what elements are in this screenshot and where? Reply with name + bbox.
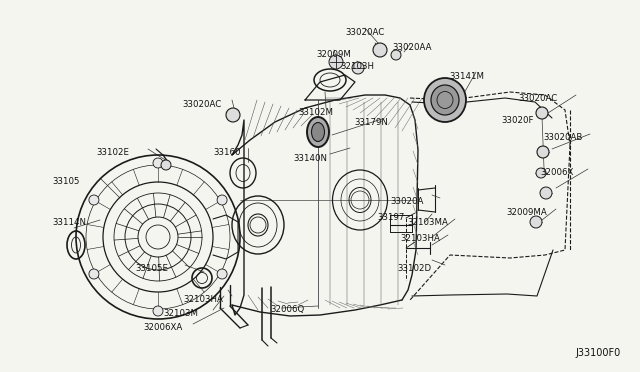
Circle shape: [540, 187, 552, 199]
Ellipse shape: [312, 122, 324, 141]
Circle shape: [217, 195, 227, 205]
Text: 33114N: 33114N: [52, 218, 86, 227]
Circle shape: [536, 107, 548, 119]
Text: 32103M: 32103M: [163, 309, 198, 318]
Text: 32103H: 32103H: [340, 62, 374, 71]
Text: 33020AB: 33020AB: [543, 133, 582, 142]
Text: 32009MA: 32009MA: [506, 208, 547, 217]
Circle shape: [391, 50, 401, 60]
Text: 33105E: 33105E: [135, 264, 168, 273]
Circle shape: [161, 160, 171, 170]
Text: 33020AA: 33020AA: [392, 43, 431, 52]
Circle shape: [217, 269, 227, 279]
Circle shape: [373, 43, 387, 57]
Text: 33140N: 33140N: [293, 154, 327, 163]
Text: 33020AC: 33020AC: [345, 28, 384, 37]
Circle shape: [537, 146, 549, 158]
Text: 33105: 33105: [52, 177, 79, 186]
Text: 33160: 33160: [213, 148, 241, 157]
Text: 32006XA: 32006XA: [143, 323, 182, 332]
Text: 33020F: 33020F: [501, 116, 534, 125]
Circle shape: [536, 168, 546, 178]
Text: 33197: 33197: [377, 213, 404, 222]
Text: 33020AC: 33020AC: [518, 94, 557, 103]
Ellipse shape: [431, 85, 459, 115]
Text: 33141M: 33141M: [449, 72, 484, 81]
Text: 32006Q: 32006Q: [270, 305, 304, 314]
Text: 33179N: 33179N: [354, 118, 388, 127]
Text: 33020AC: 33020AC: [182, 100, 221, 109]
Text: 33102E: 33102E: [96, 148, 129, 157]
Circle shape: [226, 108, 240, 122]
Text: 32103HA: 32103HA: [183, 295, 223, 304]
Text: 32103HA: 32103HA: [400, 234, 440, 243]
Text: 32009M: 32009M: [316, 50, 351, 59]
Circle shape: [153, 306, 163, 316]
Text: 33102D: 33102D: [397, 264, 431, 273]
Circle shape: [89, 269, 99, 279]
Text: 33102M: 33102M: [298, 108, 333, 117]
Text: 32103MA: 32103MA: [407, 218, 448, 227]
Ellipse shape: [424, 78, 466, 122]
Ellipse shape: [307, 117, 329, 147]
Text: 32006X: 32006X: [540, 168, 573, 177]
Circle shape: [89, 195, 99, 205]
Text: 33020A: 33020A: [390, 197, 424, 206]
Text: J33100F0: J33100F0: [575, 348, 620, 358]
Circle shape: [153, 158, 163, 168]
Circle shape: [329, 55, 343, 69]
Circle shape: [530, 216, 542, 228]
Circle shape: [352, 62, 364, 74]
